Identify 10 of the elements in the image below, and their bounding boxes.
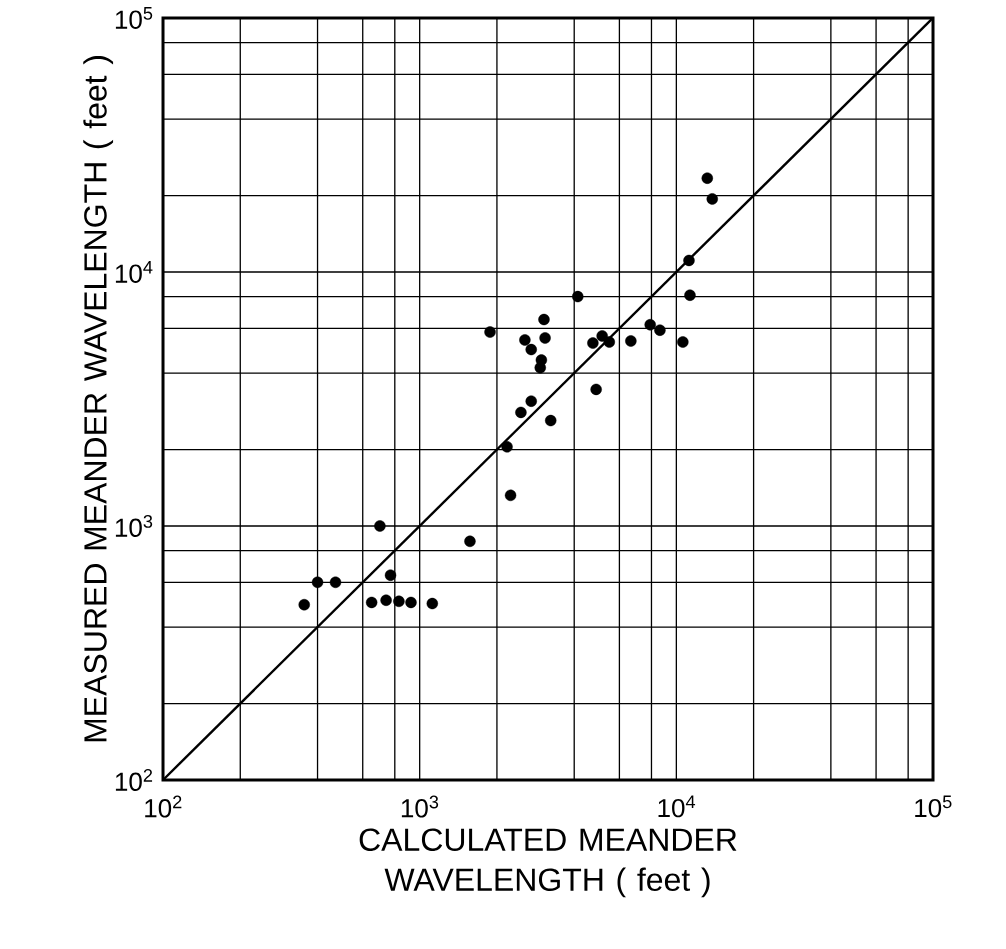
- x-axis-title: CALCULATED MEANDER WAVELENGTH ( feet ): [359, 828, 737, 898]
- x-tick-label: 10$^{3}$: [401, 795, 439, 818]
- y-tick-label: 10$^{5}$: [115, 7, 153, 29]
- y-tick-label: 10$^{4}$: [115, 261, 153, 283]
- x-tick-label: 10$^{4}$: [658, 795, 696, 818]
- y-axis-title: MEASURED MEANDER WAVELENGTH ( feet ): [83, 56, 114, 742]
- x-tick-label: 10$^{2}$: [145, 795, 182, 818]
- y-tick-label: 10$^{3}$: [115, 514, 153, 537]
- y-tick-label: 10$^{2}$: [115, 768, 153, 791]
- x-tick-label: 10$^{5}$: [915, 795, 952, 818]
